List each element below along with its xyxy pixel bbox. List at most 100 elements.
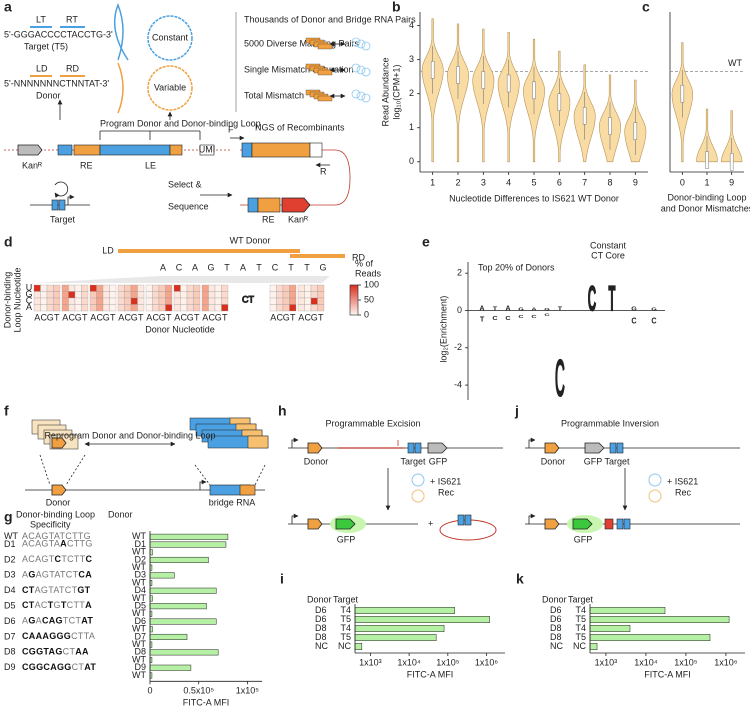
shape <box>291 513 299 524</box>
label: Target <box>400 456 426 466</box>
heat-cell <box>165 297 173 305</box>
label: LD <box>36 63 48 73</box>
donor-label: NC <box>315 641 328 651</box>
y-tick-label: 0 <box>457 305 462 315</box>
bar-label: D8 <box>134 647 146 657</box>
line <box>194 464 211 486</box>
shape <box>247 435 269 449</box>
x-axis-label: and Donor Mismatches <box>661 203 750 213</box>
logo-letter: G <box>518 307 524 312</box>
heat-cell <box>40 284 48 292</box>
sequence-part: A <box>36 616 42 626</box>
rna-icon <box>356 65 366 75</box>
x-tick-label: A <box>298 312 304 322</box>
heat-cell <box>201 284 209 292</box>
heat-cell <box>304 291 312 299</box>
heat-cell <box>145 284 153 292</box>
heat-cell <box>40 291 48 299</box>
label: Kanᴿ <box>22 160 42 170</box>
sequence-part: A <box>22 616 28 626</box>
heat-cell <box>208 291 216 299</box>
shape <box>113 2 129 61</box>
donor-label: D8 <box>550 623 562 633</box>
x-axis-label: Donor Nucleotide <box>145 324 215 334</box>
sequence-part: G <box>28 570 35 580</box>
bar <box>149 533 229 540</box>
label: Programmable Inversion <box>561 418 659 428</box>
x-tick-label: G <box>311 312 318 322</box>
logo-letter: C <box>651 316 657 326</box>
x-tick-label: A <box>174 312 180 322</box>
loop <box>147 65 193 111</box>
label: Programmable Excision <box>325 418 420 428</box>
heat-cell <box>117 297 125 305</box>
bar-label: D6 <box>134 616 146 626</box>
heat-cell <box>152 291 160 299</box>
row-sequence: AGACAGTCTAT <box>22 616 93 626</box>
heat-cell <box>214 291 222 299</box>
heat-cell <box>130 291 138 299</box>
rna-icon <box>361 93 371 103</box>
bar-label: D3 <box>134 570 146 580</box>
heat-cell <box>208 304 216 312</box>
heat-cell <box>221 297 229 305</box>
median-box <box>680 84 685 103</box>
row-name: WT <box>4 531 18 541</box>
heat-cell <box>173 304 181 312</box>
heat-cell <box>221 291 229 299</box>
sequence-part: A <box>22 570 28 580</box>
sequence-letter: A <box>160 262 166 272</box>
x-tick-label: 0.5x10⁵ <box>183 686 214 696</box>
bar-label: D5 <box>134 601 146 611</box>
heat-cell <box>124 304 132 312</box>
sequence-part: TCTT <box>61 554 85 564</box>
x-tick-label: G <box>187 312 194 322</box>
heat-cell <box>124 297 132 305</box>
x-tick-label: 6 <box>557 177 562 187</box>
rna-icon <box>361 41 371 51</box>
x-tick-label: G <box>283 312 290 322</box>
x-tick-label: 3 <box>481 177 486 187</box>
x-tick-label: 0 <box>147 686 152 696</box>
bar-label: T5 <box>340 614 351 624</box>
shape <box>73 144 101 156</box>
row-sequence: CGGCAGGCTAT <box>22 662 96 672</box>
sequence-part: C <box>86 554 93 564</box>
heat-cell <box>124 291 132 299</box>
x-tick-label: G <box>75 312 82 322</box>
constant-core: CT <box>242 294 254 304</box>
heat-cell <box>165 291 173 299</box>
heat-cell <box>186 291 194 299</box>
x-tick-label: 4 <box>506 177 511 187</box>
bar-label: T4 <box>575 605 586 615</box>
heat-cell <box>137 284 145 292</box>
median-box <box>481 71 486 89</box>
shape <box>239 484 256 496</box>
shape <box>414 442 422 454</box>
sequence-part: ACAGT <box>22 554 55 564</box>
heat-cell <box>276 304 284 312</box>
x-tick-label: 8 <box>607 177 612 187</box>
shape <box>407 442 415 454</box>
x-tick-label: 1x10³ <box>595 657 618 667</box>
shape <box>317 43 333 50</box>
x-tick-label: T <box>166 312 172 322</box>
sequence: 5'-NNNNNNNCTNNTAT-3' <box>4 78 109 88</box>
label: RT <box>66 14 78 24</box>
x-tick-label: C <box>125 312 132 322</box>
heat-cell <box>304 304 312 312</box>
shape <box>117 62 124 114</box>
zoom-guide <box>34 276 330 283</box>
rna-icon <box>351 37 361 47</box>
violin <box>720 110 743 163</box>
x-tick-label: T <box>318 312 324 322</box>
heat-cell <box>276 291 284 299</box>
heat-cell <box>68 291 76 299</box>
label: F <box>228 124 234 134</box>
label: + <box>428 518 433 528</box>
heat-cell <box>74 291 82 299</box>
shape <box>317 69 333 76</box>
heat-cell <box>109 297 117 305</box>
bar <box>589 616 730 623</box>
label: Donor <box>46 497 71 507</box>
